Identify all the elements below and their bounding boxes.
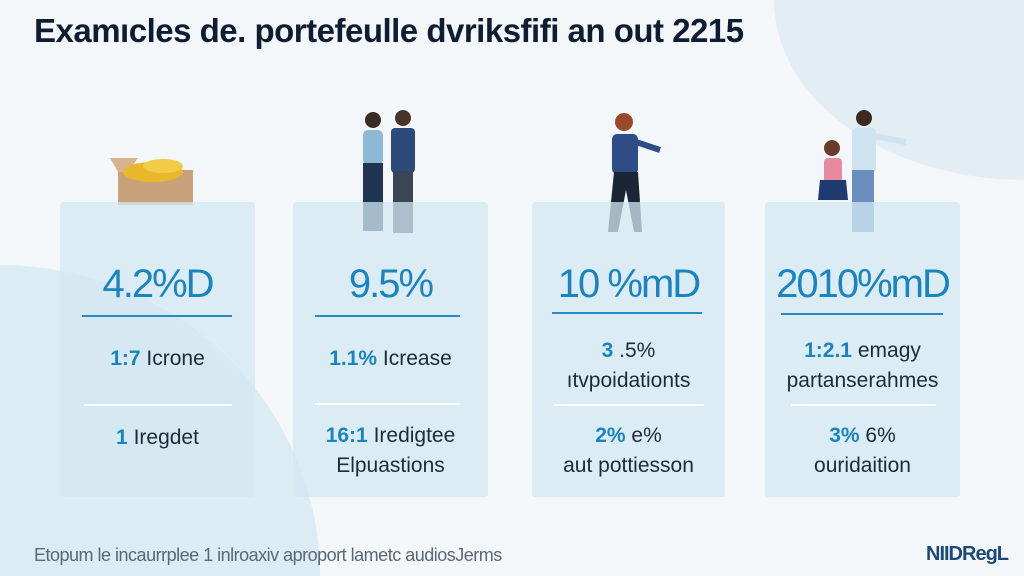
stat-label: partanserahmes [786,369,939,392]
stat-value: 2% [595,424,626,447]
card-main-stat: 2010%mD [776,262,951,306]
stat-value: 1.1% [329,347,378,370]
divider [315,403,460,405]
divider [554,404,704,406]
card-stat-2: 1 Iregdet [60,423,255,453]
card-stat-1: 1:7 Icrone [60,344,255,374]
stat-label: Iregdet [133,426,199,449]
brand-logo: NIIDRegL [926,543,1009,565]
card-stat-1: 1:2.1 emagy partanserahmes [765,336,960,396]
stat-label: emagy [857,339,921,362]
stat-value: 16:1 [325,424,368,447]
card-main-stat: 10 %mD [557,262,701,306]
treasure-box-icon [110,158,193,205]
stat-card [532,202,725,497]
stat-value: 1:7 [110,347,141,370]
footer-note: Etopum le incaurrplee 1 inlroaxiv apropo… [34,545,502,565]
card-stat-1: 1.1% Icrease [293,344,488,374]
stat-label: ıtvpoidationts [566,369,691,392]
stat-value: 1:2.1 [804,339,852,362]
card-stat-2: 3% 6% ouridaition [765,421,960,481]
card-main-stat: 9.5% [348,262,434,306]
stat-card [765,202,960,497]
card-stat-2: 2% e% aut pottiesson [532,421,725,481]
page-title: Examıcles de. portefeulle dvriksfifi an … [34,12,744,49]
father-daughter-illustration [818,110,907,232]
stat-label: Icrease [382,347,452,370]
card-stat-1: 3 .5% ıtvpoidationts [532,336,725,396]
stat-label: e% [631,424,662,447]
divider [82,315,232,317]
card-stat-2: 16:1 Iredigtee Elpuastions [293,421,488,481]
stat-card [293,202,488,497]
stat-label: aut pottiesson [563,454,694,477]
stat-value: 1 [116,426,128,449]
stat-card [60,202,255,497]
divider [552,312,702,314]
divider [781,313,943,315]
card-main-stat: 4.2%D [102,262,214,306]
divider [84,404,232,406]
divider [315,315,460,317]
stat-value: 3 [601,339,614,362]
stat-label: .5% [619,339,656,362]
stat-label: ouridaition [814,454,911,477]
stat-label: Elpuastions [336,454,445,477]
stat-label: 6% [865,424,896,447]
divider [791,404,936,406]
stat-label: Icrone [146,347,205,370]
stat-value: 3% [829,424,860,447]
stat-label: Iredigtee [373,424,456,447]
